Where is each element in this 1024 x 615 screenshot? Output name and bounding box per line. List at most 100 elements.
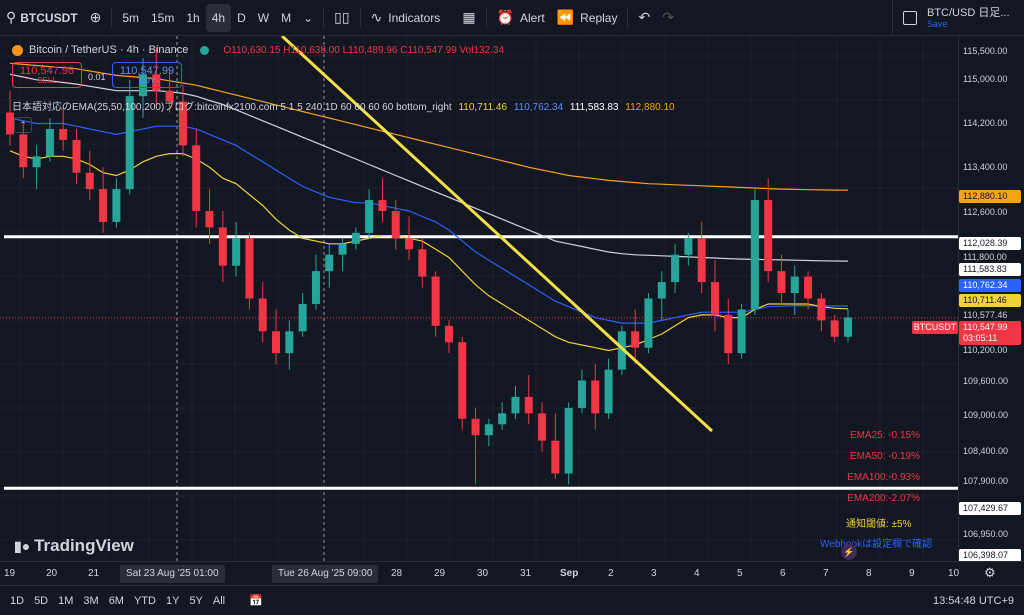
sell-button[interactable]: 110,547.98 SELL bbox=[12, 62, 82, 88]
symbol-search[interactable]: ⚲ BTCUSDT bbox=[0, 4, 84, 32]
time-axis[interactable]: 19 20 21 Sat 23 Aug '25 01:00 Tue 26 Aug… bbox=[0, 561, 1024, 585]
interval-5m[interactable]: 5m bbox=[122, 10, 139, 25]
candle bbox=[351, 232, 360, 244]
candle bbox=[59, 128, 68, 140]
candle bbox=[657, 282, 666, 299]
settings-gear-icon[interactable]: ⚙ bbox=[984, 565, 996, 580]
buy-label: BUY bbox=[138, 76, 156, 85]
divider bbox=[627, 7, 629, 28]
replay-button[interactable]: ⏪ Replay bbox=[551, 4, 624, 32]
stat-ema50: EMA50: -0.19% bbox=[849, 451, 920, 462]
save-link[interactable]: Save bbox=[927, 19, 948, 29]
open-value: O110,630.15 bbox=[223, 44, 281, 56]
time-tick: 3 bbox=[651, 568, 657, 579]
symbol-legend: Bitcoin / TetherUS · 4h · Binance O110,6… bbox=[12, 44, 504, 56]
candle bbox=[697, 238, 706, 283]
grid-icon: ▦ bbox=[462, 9, 476, 25]
crosshair-time-1: Sat 23 Aug '25 01:00 bbox=[120, 565, 225, 583]
time-tick: Sep bbox=[560, 568, 579, 579]
time-tick: 9 bbox=[909, 568, 915, 579]
candle bbox=[19, 134, 28, 168]
candle bbox=[378, 200, 387, 211]
candle bbox=[724, 314, 733, 354]
price-tick: 113,400.00 bbox=[963, 162, 1008, 172]
candle bbox=[152, 74, 161, 91]
collapse-legend-button[interactable]: ⌃ bbox=[14, 117, 32, 133]
price-tick: 115,000.00 bbox=[963, 74, 1008, 84]
redo-button[interactable]: ↷ bbox=[656, 4, 680, 32]
range-1d[interactable]: 1D bbox=[10, 594, 25, 607]
trend-line bbox=[280, 36, 714, 433]
undo-button[interactable]: ↶ bbox=[632, 4, 656, 32]
chevron-up-icon: ⌃ bbox=[19, 120, 27, 130]
price-tick: 109,000.00 bbox=[963, 410, 1009, 420]
top-line-price-tag: 112,028.39 bbox=[959, 237, 1021, 250]
candle bbox=[32, 156, 41, 168]
notify-threshold: 通知閾値: ±5% bbox=[846, 519, 912, 530]
range-ytd[interactable]: YTD bbox=[133, 594, 156, 607]
candle bbox=[272, 331, 281, 354]
stat-ema25: EMA25: -0.15% bbox=[849, 430, 920, 441]
tv-logo-icon: ▮● bbox=[14, 538, 35, 554]
interval-1h[interactable]: 1h bbox=[186, 10, 200, 25]
calendar-icon: 📅 bbox=[249, 595, 263, 607]
ema200-value: 112,880.10 bbox=[625, 102, 675, 113]
alert-label: Alert bbox=[519, 10, 545, 25]
time-tick: 2 bbox=[608, 568, 614, 579]
interval-15m[interactable]: 15m bbox=[151, 10, 175, 25]
candle bbox=[165, 90, 174, 102]
candle bbox=[631, 331, 640, 348]
candle bbox=[737, 309, 746, 354]
candle bbox=[511, 396, 520, 414]
ema200-price-tag: 112,880.10 bbox=[959, 190, 1021, 203]
interval-dropdown[interactable]: ⌄ bbox=[297, 4, 319, 32]
chart-pane[interactable] bbox=[0, 36, 958, 561]
buy-button[interactable]: 110,547.99 BUY bbox=[112, 62, 182, 88]
range-1y[interactable]: 1Y bbox=[165, 594, 180, 607]
candle bbox=[178, 101, 187, 146]
candle bbox=[564, 407, 573, 474]
time-tick: 30 bbox=[477, 568, 489, 579]
checkbox-icon[interactable] bbox=[903, 11, 917, 25]
candle bbox=[577, 380, 586, 408]
price-chart[interactable] bbox=[0, 36, 958, 561]
watchlist-header[interactable]: BTC/USD 日足... Save bbox=[892, 0, 1024, 36]
range-3m[interactable]: 3M bbox=[83, 594, 99, 607]
candle bbox=[192, 145, 201, 211]
price-tick: 108,400.00 bbox=[963, 446, 1009, 456]
range-6m[interactable]: 6M bbox=[108, 594, 124, 607]
bottom-line-price-tag: 107,429.67 bbox=[959, 502, 1021, 515]
compare-button[interactable]: ⊕ bbox=[84, 4, 108, 32]
time-tick: 6 bbox=[780, 568, 786, 579]
candle bbox=[671, 254, 680, 283]
lightning-icon[interactable]: ⚡ bbox=[841, 544, 857, 560]
range-5d[interactable]: 5D bbox=[34, 594, 49, 607]
interval-w[interactable]: W bbox=[257, 10, 270, 25]
close-value: C110,547.99 bbox=[400, 44, 457, 56]
ema100-value: 111,583.83 bbox=[569, 102, 619, 113]
undo-icon: ↶ bbox=[638, 9, 651, 25]
divider bbox=[323, 7, 325, 28]
goto-date-button[interactable]: 📅 bbox=[249, 594, 263, 607]
plus-circle-icon: ⊕ bbox=[89, 9, 102, 25]
price-tick: 115,500.00 bbox=[963, 46, 1008, 56]
low-price-tag: 106,398.07 bbox=[959, 549, 1021, 562]
price-axis[interactable]: 115,500.00 115,000.00 114,200.00 113,400… bbox=[958, 36, 1024, 562]
time-tick: 5 bbox=[737, 568, 743, 579]
high-value: H110,638.00 bbox=[283, 44, 340, 56]
range-5y[interactable]: 5Y bbox=[189, 594, 203, 607]
interval-4h[interactable]: 4h bbox=[205, 3, 232, 32]
clock[interactable]: 13:54:48 UTC+9 bbox=[932, 594, 1014, 607]
candle bbox=[405, 238, 414, 250]
chart-type-button[interactable]: ▯▯ bbox=[328, 4, 355, 32]
symbol-label: BTCUSDT bbox=[20, 10, 78, 25]
alert-button[interactable]: ⏰ Alert bbox=[491, 4, 551, 32]
ema-indicator-name: 日本語対応のEMA(25,50,100,200)ブログ:bitcoinfx210… bbox=[12, 102, 452, 113]
interval-m[interactable]: M bbox=[281, 10, 292, 25]
interval-d[interactable]: D bbox=[237, 10, 246, 25]
templates-button[interactable]: ▦ bbox=[456, 4, 481, 32]
range-1m[interactable]: 1M bbox=[58, 594, 74, 607]
range-all[interactable]: All bbox=[212, 594, 226, 607]
indicators-button[interactable]: ∿ Indicators bbox=[365, 4, 447, 32]
candle bbox=[830, 320, 839, 337]
